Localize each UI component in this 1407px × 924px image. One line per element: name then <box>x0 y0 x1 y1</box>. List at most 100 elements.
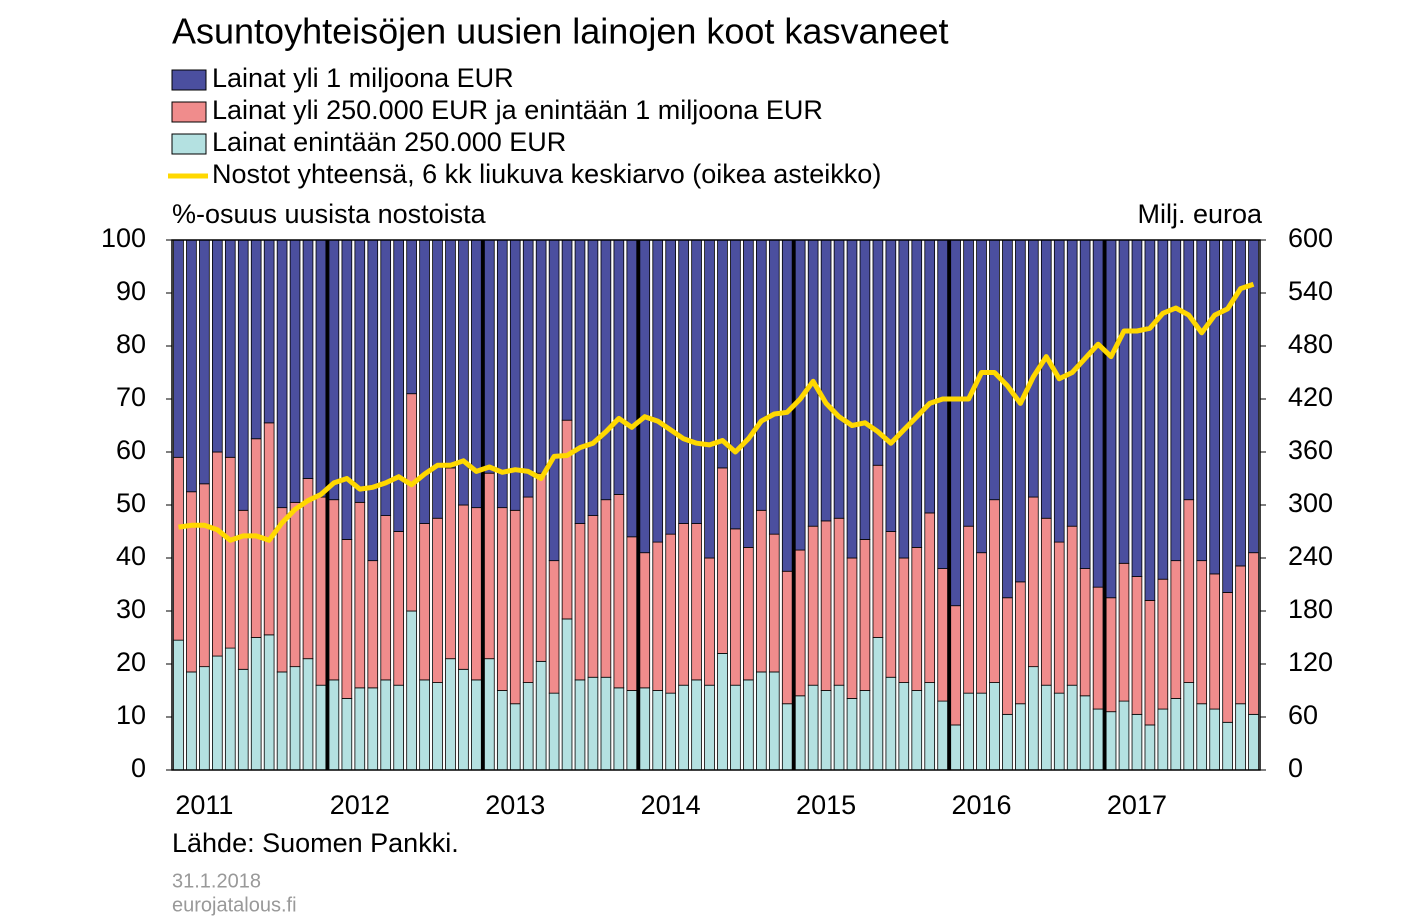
bar-segment <box>458 504 469 670</box>
y2-tick-label: 0 <box>1288 753 1303 783</box>
bar-segment <box>548 560 560 694</box>
bar-segment <box>963 239 974 527</box>
bar-segment <box>1157 708 1169 771</box>
x-tick-label: 2012 <box>330 790 390 820</box>
legend-label: Lainat enintään 250.000 EUR <box>212 127 566 157</box>
bar-segment <box>237 668 249 771</box>
bar-segment <box>768 239 780 535</box>
bar-segment <box>600 239 612 501</box>
bar-segment <box>522 682 534 771</box>
bar-segment <box>1131 713 1143 771</box>
bar-segment <box>561 618 573 771</box>
bar-segment <box>212 239 223 453</box>
bar-segment <box>1196 703 1208 771</box>
bar-segment <box>1118 239 1130 564</box>
bar-segment <box>1002 239 1013 599</box>
y-tick-label: 20 <box>116 647 146 677</box>
bar-segment <box>678 239 689 524</box>
bar-segment <box>820 690 832 771</box>
bar-segment <box>691 523 702 681</box>
bar-segment <box>432 682 443 771</box>
bar-segment <box>937 239 948 570</box>
y2-tick-label: 180 <box>1288 594 1333 624</box>
bar-segment <box>924 682 936 771</box>
bar-segment <box>315 239 327 498</box>
bar-segment <box>561 239 573 421</box>
bar-segment <box>820 520 832 691</box>
x-tick-label: 2014 <box>641 790 701 820</box>
bar-segment <box>535 472 547 662</box>
bar-segment <box>898 557 910 683</box>
bar-segment <box>691 679 702 771</box>
bar-segment <box>950 605 961 726</box>
bar-segment <box>186 239 197 493</box>
bar-segment <box>730 239 741 530</box>
y-tick-label: 70 <box>116 382 146 412</box>
bar-segment <box>367 560 379 689</box>
bar-segment <box>1196 560 1208 705</box>
bar-segment <box>898 682 910 771</box>
bar-segment <box>717 239 728 469</box>
bar-segment <box>717 653 728 771</box>
bar-segment <box>1053 541 1065 694</box>
bar-segment <box>1079 695 1091 771</box>
bar-segment <box>1092 239 1104 588</box>
bar-segment <box>522 496 534 683</box>
bar-segment <box>535 239 547 474</box>
bar-segment <box>743 547 754 681</box>
bar-segment <box>937 568 948 702</box>
bar-segment <box>1118 700 1130 771</box>
legend-label: Lainat yli 250.000 EUR ja enintään 1 mil… <box>212 95 823 125</box>
bar-segment <box>496 239 508 509</box>
bar-segment <box>872 637 884 771</box>
bar-segment <box>859 239 871 540</box>
bar-segment <box>730 528 741 686</box>
bar-segment <box>924 239 936 514</box>
bar-segment <box>1248 713 1259 771</box>
bar-segment <box>989 682 1000 771</box>
y2-tick-label: 60 <box>1288 700 1318 730</box>
y2-tick-label: 540 <box>1288 276 1333 306</box>
bar-segment <box>315 684 327 771</box>
bar-segment <box>665 239 676 535</box>
bar-segment <box>626 536 638 691</box>
source: Lähde: Suomen Pankki. <box>172 828 459 858</box>
bar-segment <box>976 552 987 694</box>
bar-segment <box>587 676 599 771</box>
bar-segment <box>522 239 534 498</box>
bar-segment <box>471 679 482 771</box>
bar-segment <box>976 692 987 771</box>
bar-segment <box>1183 682 1195 771</box>
bar-segment <box>1040 239 1052 519</box>
bar-segment <box>950 239 961 607</box>
bar-segment <box>820 239 832 522</box>
bar-segment <box>393 239 404 532</box>
bar-segment <box>302 658 314 771</box>
bar-segment <box>872 464 884 638</box>
bar-segment <box>484 658 495 771</box>
bar-segment <box>406 239 417 395</box>
bar-segment <box>432 239 443 519</box>
bar-segment <box>885 676 897 771</box>
bar-segment <box>898 239 910 559</box>
bar-segment <box>1092 708 1104 771</box>
bar-segment <box>1066 525 1078 686</box>
bar-segment <box>859 539 871 691</box>
date: 31.1.2018 <box>172 870 261 892</box>
bar-segment <box>846 557 858 699</box>
bar-segment <box>419 523 430 681</box>
bar-segment <box>1235 565 1246 705</box>
bar-segment <box>1144 724 1156 771</box>
bar-segment <box>704 239 715 559</box>
bar-segment <box>833 684 845 771</box>
bar-segment <box>1105 711 1117 771</box>
bar-segment <box>704 684 715 771</box>
bar-segment <box>665 692 676 771</box>
bar-segment <box>445 658 456 771</box>
bar-segment <box>1131 239 1143 577</box>
bar-segment <box>1105 597 1117 713</box>
bar-segment <box>173 639 184 771</box>
bar-segment <box>380 679 392 771</box>
bar-segment <box>950 724 961 771</box>
site: eurojatalous.fi <box>172 894 297 916</box>
